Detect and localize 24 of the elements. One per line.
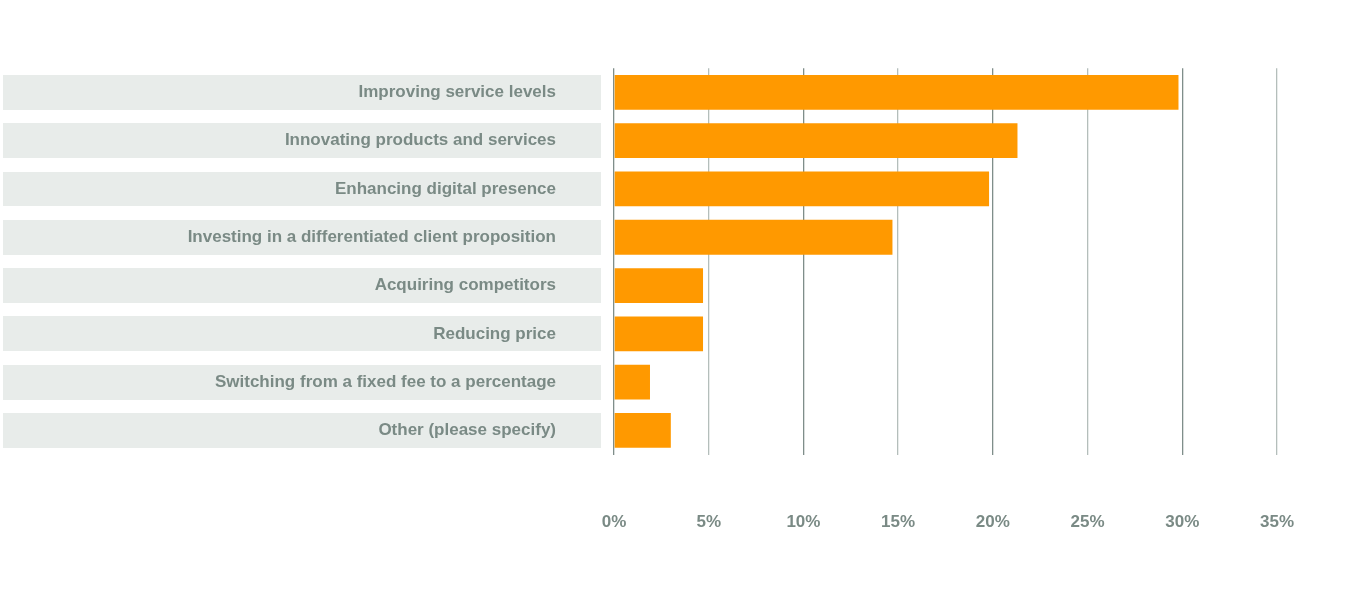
x-tick-label: 30% [1165, 512, 1200, 532]
x-tick-label: 5% [696, 512, 721, 532]
x-tick-label: 35% [1259, 512, 1294, 532]
bar [614, 268, 704, 303]
bar [614, 364, 650, 400]
x-tick-label: 25% [1070, 512, 1105, 532]
bar [614, 413, 671, 448]
y-tick-label: Innovating products and services [284, 130, 556, 150]
y-tick-label: Reducing price [433, 323, 556, 343]
y-tick-label: Improving service levels [358, 82, 556, 102]
bar [614, 123, 1018, 159]
x-tick-label: 0% [601, 512, 627, 532]
bar [614, 171, 990, 207]
y-tick-label: Enhancing digital presence [334, 178, 556, 198]
bar [614, 74, 1179, 110]
y-tick-label: Switching from a fixed fee to a percentage [214, 371, 556, 391]
x-tick-label: 10% [786, 512, 821, 532]
bar [614, 316, 704, 352]
y-tick-label: Other (please specify) [378, 420, 556, 440]
x-tick-label: 15% [881, 512, 916, 532]
y-tick-label: Acquiring competitors [374, 275, 556, 295]
y-tick-label: Investing in a differentiated client proposition [187, 226, 556, 246]
x-tick-label: 20% [975, 512, 1010, 532]
bar [614, 219, 893, 255]
